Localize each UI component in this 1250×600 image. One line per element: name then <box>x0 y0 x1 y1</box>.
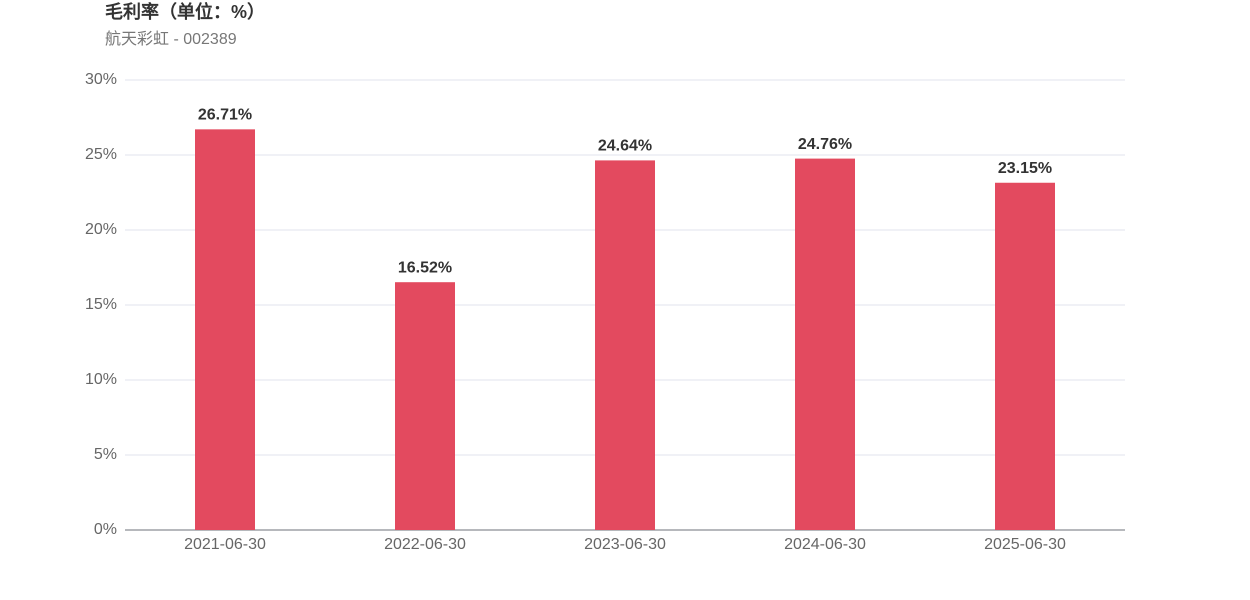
x-tick-label: 2023-06-30 <box>584 536 666 553</box>
y-tick-label: 15% <box>85 296 117 313</box>
value-label: 24.76% <box>798 136 852 153</box>
y-tick-label: 25% <box>85 146 117 163</box>
y-tick-label: 30% <box>85 71 117 88</box>
x-tick-label: 2024-06-30 <box>784 536 866 553</box>
bar <box>195 129 255 530</box>
x-tick-label: 2025-06-30 <box>984 536 1066 553</box>
value-label: 23.15% <box>998 160 1052 177</box>
y-tick-label: 10% <box>85 371 117 388</box>
value-label: 24.64% <box>598 138 652 155</box>
bar <box>795 158 855 530</box>
y-tick-label: 0% <box>94 521 117 538</box>
y-tick-label: 5% <box>94 446 117 463</box>
chart-title: 毛利率（单位：%） <box>105 1 265 22</box>
chart-subtitle: 航天彩虹 - 002389 <box>105 30 237 48</box>
x-tick-label: 2022-06-30 <box>384 536 466 553</box>
value-label: 26.71% <box>198 107 252 124</box>
bar <box>395 282 455 530</box>
y-tick-label: 20% <box>85 221 117 238</box>
x-tick-label: 2021-06-30 <box>184 536 266 553</box>
bar <box>995 182 1055 530</box>
value-label: 16.52% <box>398 259 452 276</box>
bar <box>595 160 655 530</box>
